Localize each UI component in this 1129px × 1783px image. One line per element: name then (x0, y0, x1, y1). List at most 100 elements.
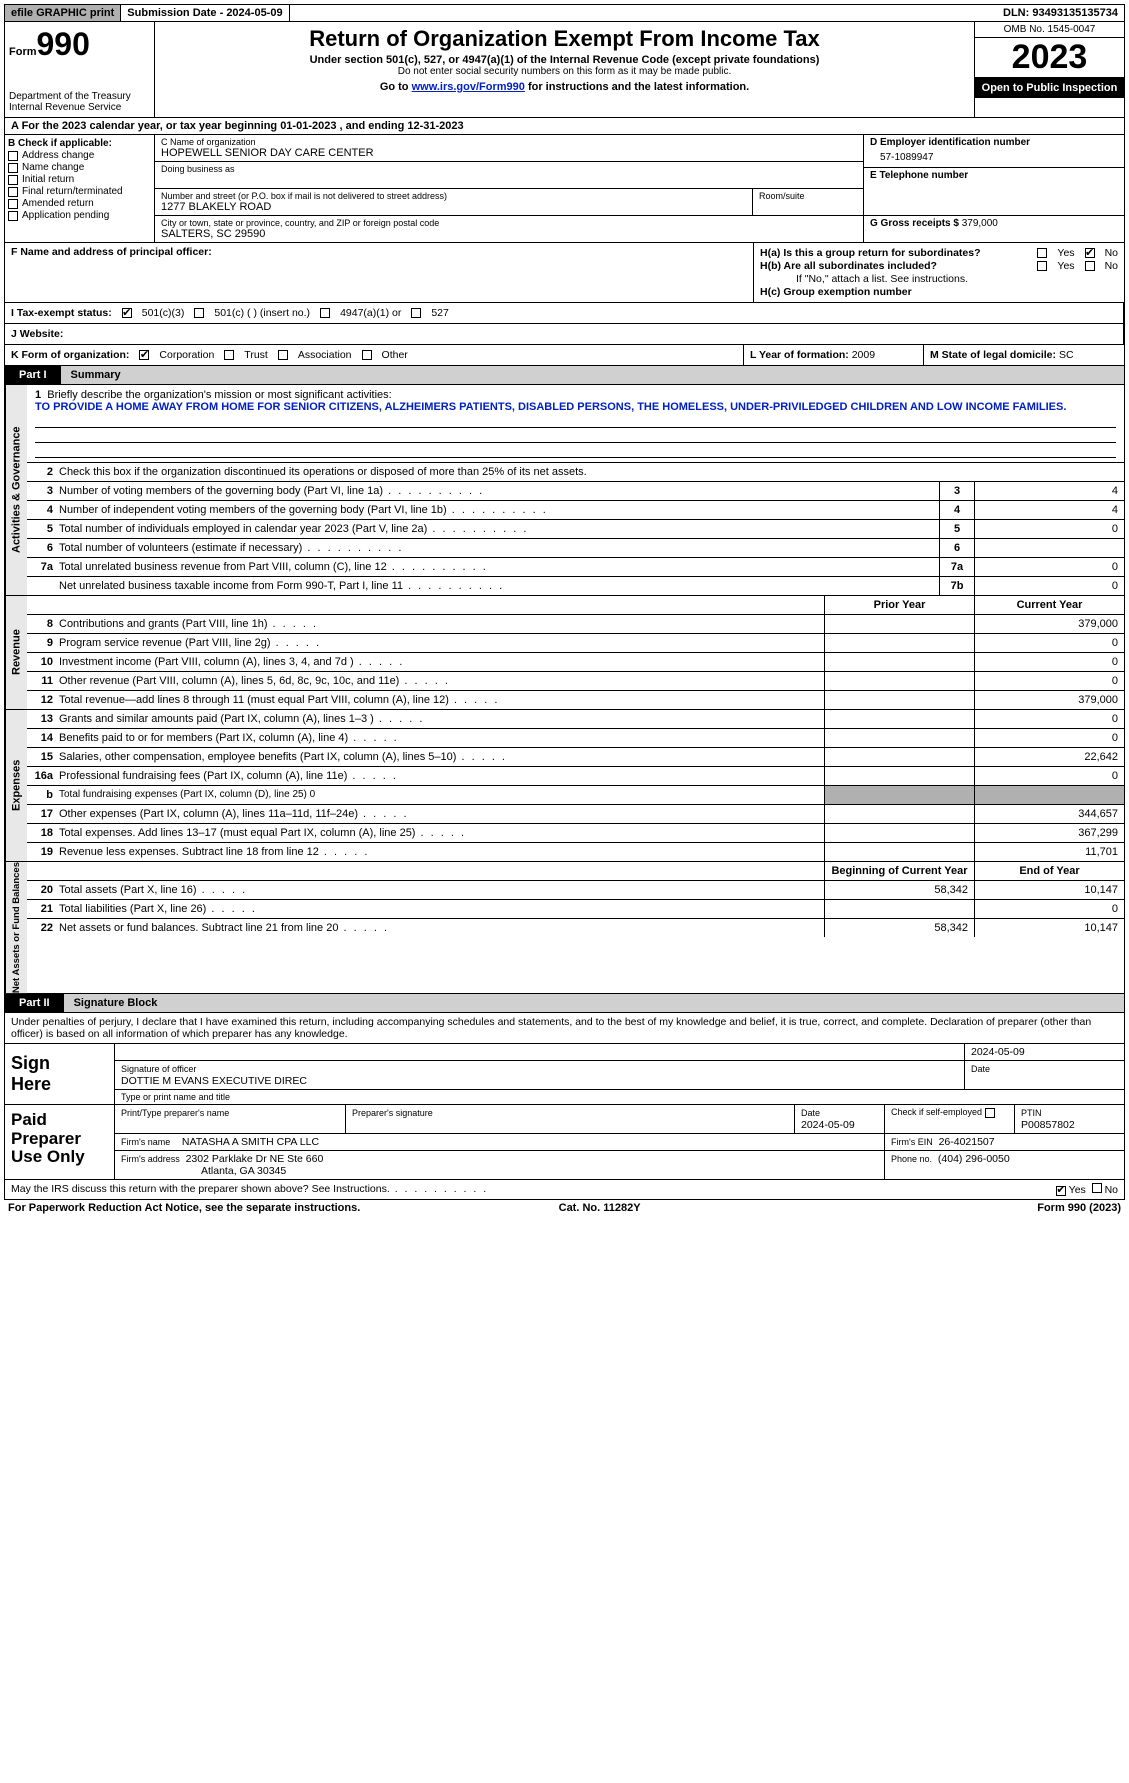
org-name: HOPEWELL SENIOR DAY CARE CENTER (161, 147, 857, 159)
mission-text: TO PROVIDE A HOME AWAY FROM HOME FOR SEN… (35, 401, 1116, 413)
ha-no[interactable] (1085, 248, 1095, 258)
part1-header: Part I Summary (4, 366, 1125, 385)
subtitle: Under section 501(c), 527, or 4947(a)(1)… (159, 54, 970, 66)
form-number: 990 (37, 26, 90, 62)
phone-label: E Telephone number (870, 170, 1118, 181)
efile-print[interactable]: efile GRAPHIC print (5, 5, 121, 21)
department: Department of the Treasury Internal Reve… (9, 91, 150, 113)
firm-addr2: Atlanta, GA 30345 (121, 1165, 286, 1177)
chk-initial-return[interactable] (8, 175, 18, 185)
ptin: P00857802 (1021, 1119, 1075, 1131)
dln: DLN: 93493135135734 (997, 5, 1124, 21)
chk-self-employed[interactable] (985, 1108, 995, 1118)
b-label: B Check if applicable: (8, 138, 151, 149)
preparer-label: Paid Preparer Use Only (5, 1105, 115, 1179)
chk-address-change[interactable] (8, 151, 18, 161)
exp-section: Expenses 13Grants and similar amounts pa… (4, 710, 1125, 862)
exp-side-label: Expenses (5, 710, 27, 861)
k-l-m-block: K Form of organization: Corporation Trus… (4, 345, 1125, 366)
signature-block: Under penalties of perjury, I declare th… (4, 1013, 1125, 1180)
chk-corp[interactable] (139, 350, 149, 360)
j-block: J Website: (4, 324, 1125, 345)
entity-block: B Check if applicable: Address change Na… (4, 135, 1125, 243)
line-a: A For the 2023 calendar year, or tax yea… (4, 118, 1125, 135)
ein-label: D Employer identification number (870, 137, 1118, 148)
hb-yes[interactable] (1037, 261, 1047, 271)
ag-side-label: Activities & Governance (5, 385, 27, 595)
chk-501c3[interactable] (122, 308, 132, 318)
hb-no[interactable] (1085, 261, 1095, 271)
k-label: K Form of organization: (11, 349, 129, 361)
f-h-block: F Name and address of principal officer:… (4, 243, 1125, 303)
preparer-row: Paid Preparer Use Only Print/Type prepar… (5, 1104, 1124, 1179)
ein: 57-1089947 (870, 148, 1118, 165)
chk-assoc[interactable] (278, 350, 288, 360)
i-label: I Tax-exempt status: (11, 307, 112, 319)
main-title: Return of Organization Exempt From Incom… (159, 26, 970, 52)
submission-date: Submission Date - 2024-05-09 (121, 5, 289, 21)
top-bar: efile GRAPHIC print Submission Date - 20… (4, 4, 1125, 22)
col-b: B Check if applicable: Address change Na… (5, 135, 155, 242)
f-label: F Name and address of principal officer: (11, 246, 212, 258)
goto-line: Go to www.irs.gov/Form990 for instructio… (159, 81, 970, 93)
cat-no: Cat. No. 11282Y (559, 1202, 641, 1214)
city-state-zip: SALTERS, SC 29590 (161, 228, 857, 240)
chk-4947[interactable] (320, 308, 330, 318)
rev-section: Revenue Prior YearCurrent Year 8Contribu… (4, 596, 1125, 710)
addr-label: Number and street (or P.O. box if mail i… (161, 191, 746, 201)
dba-label: Doing business as (161, 164, 857, 174)
discuss-yes[interactable] (1056, 1186, 1066, 1196)
sign-here-label: Sign Here (5, 1044, 115, 1104)
chk-name-change[interactable] (8, 163, 18, 173)
officer-name: DOTTIE M EVANS EXECUTIVE DIREC (121, 1075, 307, 1087)
gross-receipts: 379,000 (962, 218, 998, 229)
hb-note: If "No," attach a list. See instructions… (760, 273, 1118, 285)
room-label: Room/suite (759, 191, 857, 201)
open-to-public: Open to Public Inspection (975, 78, 1124, 98)
gross-label: G Gross receipts $ (870, 218, 959, 229)
omb-number: OMB No. 1545-0047 (975, 22, 1124, 38)
i-j-block: I Tax-exempt status: 501(c)(3) 501(c) ( … (4, 303, 1125, 324)
ssn-note: Do not enter social security numbers on … (159, 66, 970, 77)
c-name-label: C Name of organization (161, 137, 857, 147)
chk-501c[interactable] (194, 308, 204, 318)
sign-date: 2024-05-09 (964, 1044, 1124, 1060)
discuss-no[interactable] (1092, 1183, 1102, 1193)
na-side-label: Net Assets or Fund Balances (5, 862, 27, 993)
firm-ein: 26-4021507 (939, 1136, 995, 1148)
discuss-row: May the IRS discuss this return with the… (4, 1180, 1125, 1200)
paperwork-notice: For Paperwork Reduction Act Notice, see … (8, 1202, 360, 1214)
chk-527[interactable] (411, 308, 421, 318)
tax-year: 2023 (975, 38, 1124, 78)
firm-name: NATASHA A SMITH CPA LLC (182, 1136, 319, 1148)
hb-label: H(b) Are all subordinates included? (760, 260, 937, 272)
chk-final-return[interactable] (8, 187, 18, 197)
chk-other[interactable] (362, 350, 372, 360)
m-label: M State of legal domicile: (930, 349, 1056, 361)
col-c: C Name of organization HOPEWELL SENIOR D… (155, 135, 864, 242)
form-footer: Form 990 (2023) (1037, 1202, 1121, 1214)
chk-app-pending[interactable] (8, 211, 18, 221)
irs-link[interactable]: www.irs.gov/Form990 (412, 81, 525, 93)
ha-label: H(a) Is this a group return for subordin… (760, 247, 981, 259)
year-formation: 2009 (852, 349, 875, 361)
bottom-bar: For Paperwork Reduction Act Notice, see … (4, 1200, 1125, 1216)
rev-side-label: Revenue (5, 596, 27, 709)
ag-section: Activities & Governance 1 Briefly descri… (4, 385, 1125, 596)
form-header: Form990 Department of the Treasury Inter… (4, 22, 1125, 118)
form-word: Form (9, 46, 37, 58)
hdr-curr: Current Year (974, 596, 1124, 614)
chk-amended-return[interactable] (8, 199, 18, 209)
j-label: J Website: (11, 328, 63, 340)
type-name-label: Type or print name and title (115, 1090, 1124, 1104)
part2-header: Part II Signature Block (4, 994, 1125, 1013)
city-label: City or town, state or province, country… (161, 218, 857, 228)
sign-here-row: Sign Here 2024-05-09 Signature of office… (5, 1043, 1124, 1104)
ha-yes[interactable] (1037, 248, 1047, 258)
chk-trust[interactable] (224, 350, 234, 360)
na-section: Net Assets or Fund Balances Beginning of… (4, 862, 1125, 994)
hc-label: H(c) Group exemption number (760, 286, 912, 298)
prep-date: 2024-05-09 (801, 1119, 855, 1131)
q1: 1 Briefly describe the organization's mi… (27, 385, 1124, 463)
hdr-end: End of Year (974, 862, 1124, 880)
